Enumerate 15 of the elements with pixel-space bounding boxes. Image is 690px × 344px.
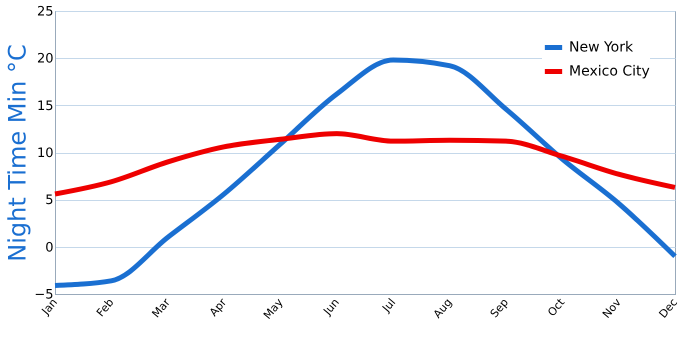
legend-label: New York <box>569 40 634 56</box>
x-tick-label: Jun <box>320 296 342 318</box>
legend-label: Mexico City <box>569 64 650 80</box>
y-tick-label: 0 <box>45 240 54 256</box>
x-tick-label: Feb <box>94 296 116 320</box>
x-tick-label: Sep <box>488 296 512 320</box>
y-tick-label: 20 <box>36 52 54 67</box>
y-tick-label: 15 <box>36 98 54 114</box>
y-tick-label: 25 <box>36 4 54 20</box>
x-tick-label: Apr <box>206 296 230 319</box>
y-axis-title: Night Time Min °C <box>3 44 32 262</box>
y-tick-label: 10 <box>36 146 54 161</box>
y-tick-label: 5 <box>45 193 54 208</box>
x-tick-label: Jul <box>379 296 398 316</box>
x-tick-label: Oct <box>545 295 568 319</box>
